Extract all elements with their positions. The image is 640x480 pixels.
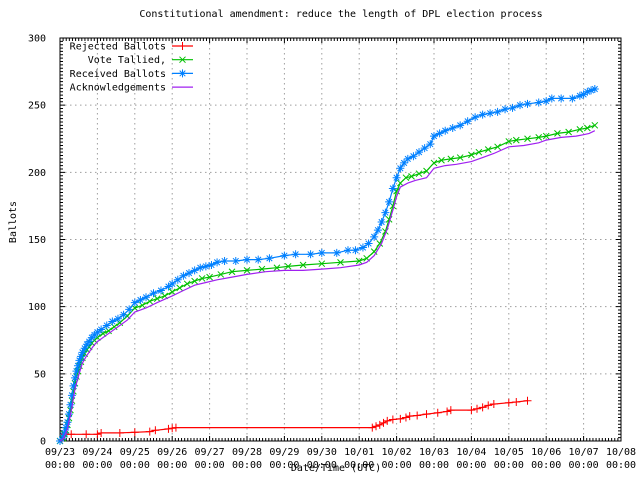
svg-text:Received Ballots: Received Ballots <box>70 69 166 80</box>
svg-text:100: 100 <box>28 302 46 313</box>
svg-text:Vote Tallied,: Vote Tallied, <box>88 55 166 66</box>
legend-item-2: Vote Tallied, <box>88 55 193 66</box>
svg-text:09/29: 09/29 <box>269 447 299 458</box>
svg-text:10/08: 10/08 <box>606 447 636 458</box>
svg-text:00:00: 00:00 <box>120 460 150 471</box>
svg-text:Acknowledgements: Acknowledgements <box>70 83 166 94</box>
svg-text:10/06: 10/06 <box>531 447 561 458</box>
svg-text:00:00: 00:00 <box>344 460 374 471</box>
legend-item-4: Acknowledgements <box>70 83 193 94</box>
svg-text:0: 0 <box>40 437 46 448</box>
svg-text:09/30: 09/30 <box>307 447 337 458</box>
svg-text:10/07: 10/07 <box>569 447 599 458</box>
x-tick-labels: 09/23 00:00 09/24 00:00 09/25 00:00 09/26 00:00… <box>45 447 636 471</box>
svg-text:09/26: 09/26 <box>157 447 187 458</box>
legend-item-1: Rejected Ballots <box>70 42 193 53</box>
svg-text:00:00: 00:00 <box>232 460 262 471</box>
legend: Rejected Ballots Vote Tallied, Received Ba… <box>70 42 193 94</box>
svg-text:09/25: 09/25 <box>120 447 150 458</box>
svg-text:10/02: 10/02 <box>382 447 412 458</box>
svg-text:09/23: 09/23 <box>45 447 75 458</box>
series-rejected-ballots <box>56 396 532 445</box>
svg-text:00:00: 00:00 <box>531 460 561 471</box>
svg-text:200: 200 <box>28 168 46 179</box>
svg-text:00:00: 00:00 <box>307 460 337 471</box>
svg-text:00:00: 00:00 <box>494 460 524 471</box>
svg-text:00:00: 00:00 <box>569 460 599 471</box>
svg-text:00:00: 00:00 <box>195 460 225 471</box>
svg-text:300: 300 <box>28 34 46 45</box>
svg-text:Rejected Ballots: Rejected Ballots <box>70 42 166 53</box>
svg-text:09/27: 09/27 <box>195 447 225 458</box>
series-acknowledgements <box>59 130 596 442</box>
y-tick-labels: 0 50 100 150 200 250 300 <box>28 34 46 448</box>
grid-lines <box>60 38 621 441</box>
svg-text:09/24: 09/24 <box>82 447 112 458</box>
series-vote-tallied <box>56 121 599 445</box>
svg-text:00:00: 00:00 <box>456 460 486 471</box>
chart-title: Constitutional amendment: reduce the len… <box>139 9 543 20</box>
svg-text:00:00: 00:00 <box>269 460 299 471</box>
series-received-ballots <box>56 85 599 445</box>
svg-text:00:00: 00:00 <box>606 460 636 471</box>
svg-text:10/05: 10/05 <box>494 447 524 458</box>
svg-text:10/04: 10/04 <box>456 447 486 458</box>
svg-text:00:00: 00:00 <box>382 460 412 471</box>
svg-text:09/28: 09/28 <box>232 447 262 458</box>
svg-text:00:00: 00:00 <box>419 460 449 471</box>
legend-item-3: Received Ballots <box>70 69 193 80</box>
svg-text:10/01: 10/01 <box>344 447 374 458</box>
svg-text:00:00: 00:00 <box>82 460 112 471</box>
svg-text:250: 250 <box>28 101 46 112</box>
svg-text:150: 150 <box>28 235 46 246</box>
svg-text:10/03: 10/03 <box>419 447 449 458</box>
svg-text:00:00: 00:00 <box>157 460 187 471</box>
x-axis-label: Date/Time (UTC) <box>290 463 382 474</box>
svg-text:50: 50 <box>34 369 46 380</box>
svg-text:00:00: 00:00 <box>45 460 75 471</box>
